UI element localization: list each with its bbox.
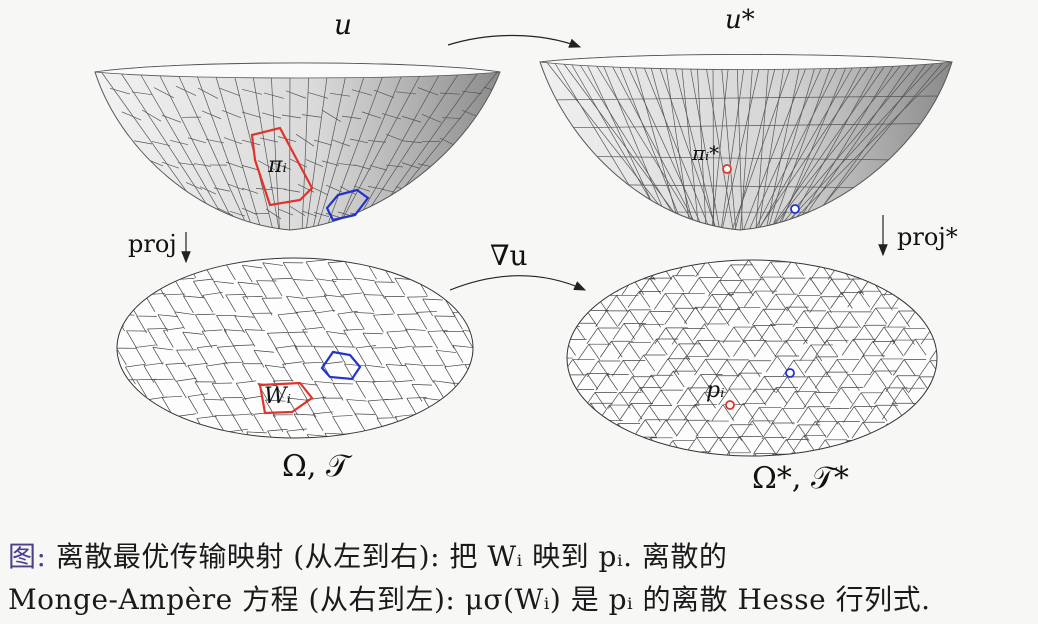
label-w-i: Wᵢ	[264, 384, 291, 409]
caption-lead: 图:	[8, 540, 47, 573]
pi-i-star-point	[722, 164, 732, 174]
domain-omega	[116, 257, 474, 439]
bowl-u	[94, 62, 501, 231]
label-proj-star: proj*	[897, 223, 958, 251]
caption-line-1-text: 离散最优传输映射 (从左到右): 把 Wᵢ 映到 pᵢ. 离散的	[46, 540, 728, 573]
blue-cell-lower-left	[320, 350, 362, 381]
domain-omega-star	[566, 259, 938, 457]
arrow-nabla-u	[449, 275, 587, 291]
caption-line-2: Monge-Ampère 方程 (从右到左): μσ(Wᵢ) 是 pᵢ 的离散 …	[8, 583, 931, 616]
label-proj: proj	[128, 230, 177, 258]
optimal-transport-diagram: u u* πᵢ πᵢ* proj proj* ∇u Wᵢ pᵢ Ω, 𝒯 Ω*,…	[94, 5, 958, 496]
blue-point-upper-right	[790, 204, 800, 214]
label-u: u	[334, 8, 352, 41]
w-i-cell	[258, 381, 314, 415]
bowl-u-star	[539, 54, 953, 231]
arrow-top	[447, 34, 582, 48]
label-omega-t-star: Ω*, 𝒯*	[752, 461, 849, 496]
caption-line-1: 图: 离散最优传输映射 (从左到右): 把 Wᵢ 映到 pᵢ. 离散的	[8, 535, 727, 575]
blue-point-lower-right	[785, 368, 795, 378]
label-p-i: pᵢ	[706, 378, 725, 403]
label-pi-i-star: πᵢ*	[691, 141, 719, 165]
label-nabla-u: ∇u	[490, 239, 528, 272]
p-i-point	[725, 400, 735, 410]
pi-i-cell	[250, 126, 314, 207]
bowl-u-star-rim	[539, 54, 953, 70]
bowl-u-rim	[94, 62, 501, 79]
blue-cell-upper-left	[325, 188, 370, 222]
label-pi-i: πᵢ	[267, 153, 287, 178]
label-u-star: u*	[725, 5, 755, 35]
label-omega-t: Ω, 𝒯	[282, 449, 353, 484]
